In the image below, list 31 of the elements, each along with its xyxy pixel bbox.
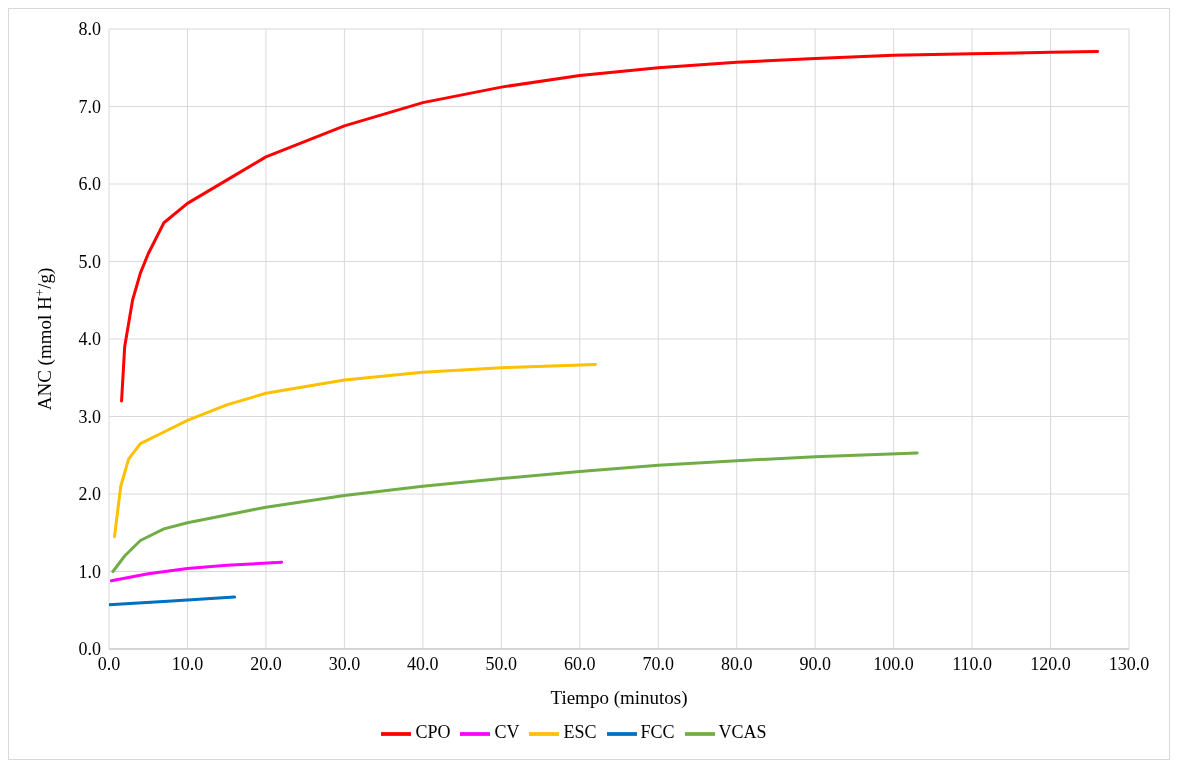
y-tick-label: 5.0 (78, 251, 101, 272)
x-tick-label: 30.0 (328, 653, 361, 674)
x-tick-label: 100.0 (873, 653, 914, 674)
y-tick-label: 8.0 (78, 19, 101, 40)
y-tick-label: 7.0 (78, 96, 101, 117)
line-series (111, 451, 919, 573)
x-tick-label: 50.0 (485, 653, 518, 674)
legend-label: CPO (415, 722, 451, 743)
x-tick-label: 80.0 (720, 653, 753, 674)
x-tick-label: 10.0 (171, 653, 204, 674)
x-tick-label: 70.0 (642, 653, 674, 674)
y-tick-label: 1.0 (78, 561, 101, 582)
y-tick-label: 3.0 (78, 406, 101, 427)
x-tick-label: 60.0 (564, 653, 596, 674)
x-tick-label: 110.0 (952, 653, 992, 674)
x-tick-label: 40.0 (407, 653, 439, 674)
line-series (109, 560, 284, 583)
legend-label: CV (494, 722, 520, 743)
legend-label: FCC (640, 722, 675, 743)
x-tick-label: 130.0 (1108, 653, 1150, 674)
line-series (112, 363, 597, 539)
line-series (120, 49, 1100, 403)
y-tick-label: 6.0 (78, 174, 101, 195)
x-axis-title: Tiempo (minutos) (550, 687, 688, 709)
legend-label: ESC (563, 722, 597, 743)
y-tick-label: 4.0 (78, 329, 101, 350)
x-tick-label: 20.0 (250, 653, 282, 674)
y-tick-label: 2.0 (78, 484, 101, 505)
x-tick-label: 90.0 (799, 653, 831, 674)
legend-label: VCAS (718, 722, 767, 743)
x-tick-label: 120.0 (1030, 653, 1071, 674)
